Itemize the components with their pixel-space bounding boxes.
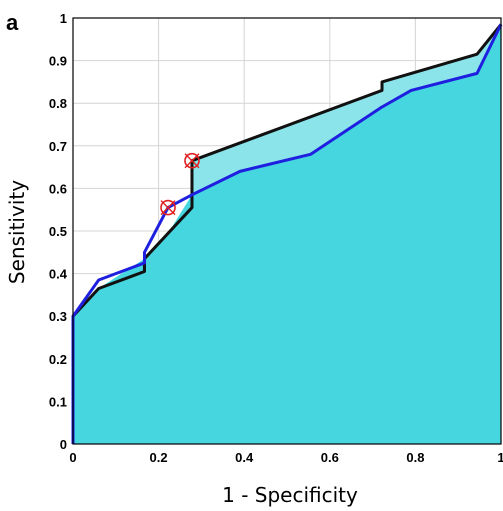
x-tick-label: 0.6 (321, 450, 339, 465)
plot-frame (72, 17, 502, 445)
y-tick-label: 1 (60, 11, 67, 26)
y-tick-label: 0.5 (49, 224, 67, 239)
x-tick-label: 0.8 (406, 450, 424, 465)
y-tick-label: 0.8 (49, 96, 67, 111)
operating-point-marker (184, 152, 200, 169)
x-tick-label: 1 (497, 450, 503, 465)
x-tick-label: 0.2 (150, 450, 168, 465)
panel-label: a (6, 10, 19, 35)
y-tick-label: 0 (60, 437, 67, 452)
series-line-blue (71, 23, 503, 444)
operating-point-marker (160, 199, 176, 216)
x-axis-label: 1 - Specificity (222, 483, 358, 507)
x-ticks: 0 0.2 0.4 0.6 0.8 1 (69, 450, 503, 465)
x-tick-label: 0.4 (235, 450, 254, 465)
y-ticks: 0 0.1 0.2 0.3 0.4 0.5 0.6 0.7 0.8 0.9 1 (49, 11, 68, 452)
y-tick-label: 0.9 (49, 54, 67, 69)
roc-curves (71, 23, 503, 444)
y-axis-label: Sensitivity (5, 180, 29, 284)
y-tick-label: 0.2 (49, 352, 67, 367)
marker-circle (184, 152, 200, 169)
y-tick-label: 0.4 (49, 267, 68, 282)
y-tick-label: 0.7 (49, 139, 67, 154)
marker-circle (160, 199, 176, 216)
y-tick-label: 0.1 (49, 394, 67, 409)
y-tick-label: 0.6 (49, 181, 67, 196)
marker-cross (184, 153, 200, 169)
series-line-black (71, 23, 503, 444)
area-fill-lower (73, 24, 501, 444)
area-fills (73, 24, 501, 444)
y-tick-label: 0.3 (49, 309, 67, 324)
x-tick-label: 0 (69, 450, 76, 465)
operating-point-markers (160, 152, 200, 216)
marker-cross (160, 200, 176, 216)
